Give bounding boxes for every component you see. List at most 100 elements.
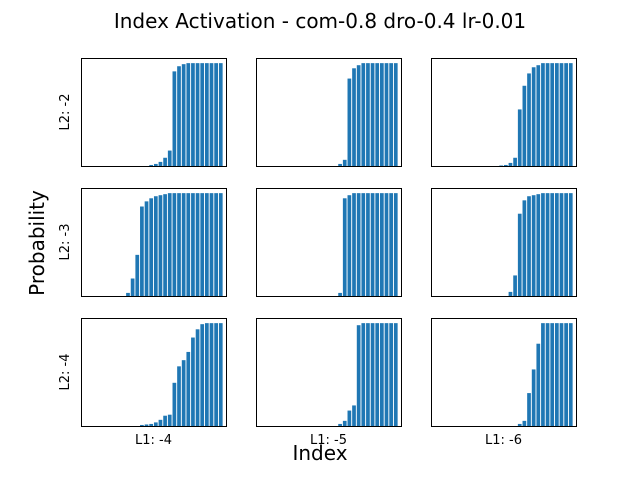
- bar: [380, 63, 384, 166]
- bar: [209, 193, 214, 296]
- subplot-frame: [431, 188, 577, 297]
- subplot-2-0: L2: -4 L1: -4: [58, 318, 227, 448]
- bar: [527, 393, 531, 426]
- bar: [338, 423, 342, 426]
- bar: [361, 323, 366, 426]
- bar: [389, 193, 393, 296]
- row-label: L2: -2: [58, 94, 73, 131]
- subplot-1-2: [431, 188, 577, 297]
- bar: [527, 196, 531, 296]
- bar: [361, 193, 366, 296]
- bar: [541, 323, 545, 426]
- bar: [550, 323, 555, 426]
- bar: [393, 323, 398, 426]
- bar: [200, 193, 205, 296]
- subplot-frame: [256, 318, 402, 427]
- bar: [144, 424, 149, 426]
- subplot-frame: [81, 188, 227, 297]
- bar: [200, 63, 205, 166]
- bar: [167, 150, 172, 166]
- bar: [536, 65, 541, 166]
- bar: [370, 193, 375, 296]
- row-label: L2: -3: [58, 224, 73, 261]
- bar: [531, 195, 536, 296]
- bar: [531, 67, 536, 166]
- figure-title: Index Activation - com-0.8 dro-0.4 lr-0.…: [114, 9, 526, 33]
- bar: [356, 325, 361, 426]
- bar: [149, 423, 154, 426]
- bar: [209, 323, 214, 426]
- bar: [200, 324, 205, 426]
- bar: [380, 323, 384, 426]
- bar: [191, 337, 195, 426]
- bar: [195, 193, 200, 296]
- bar: [342, 420, 347, 426]
- bar: [564, 323, 568, 426]
- bar: [545, 323, 550, 426]
- subplot-frame: [81, 58, 227, 167]
- bar: [163, 415, 167, 426]
- bar: [545, 63, 550, 166]
- col-label: L1: -5: [310, 433, 347, 448]
- bar: [205, 193, 209, 296]
- bar: [347, 195, 352, 296]
- bar: [499, 165, 504, 166]
- bar: [181, 64, 186, 166]
- bar: [218, 323, 223, 426]
- bar: [541, 193, 545, 296]
- bar: [352, 193, 356, 296]
- bar: [218, 193, 223, 296]
- bar: [191, 193, 195, 296]
- bar: [163, 157, 167, 166]
- bar: [366, 193, 370, 296]
- bar: [214, 323, 218, 426]
- bar: [214, 63, 218, 166]
- subplot-frame: [431, 318, 577, 427]
- bar: [393, 63, 398, 166]
- bar: [568, 193, 573, 296]
- bar: [186, 63, 191, 166]
- bar: [366, 63, 370, 166]
- bar: [389, 63, 393, 166]
- bar: [158, 419, 163, 426]
- bar: [517, 423, 522, 426]
- bar: [564, 63, 568, 166]
- bar: [541, 63, 545, 166]
- bar: [172, 382, 177, 426]
- bar: [370, 63, 375, 166]
- bar: [186, 351, 191, 426]
- bar: [209, 63, 214, 166]
- bar: [167, 414, 172, 426]
- bar: [522, 420, 527, 426]
- bar: [513, 275, 517, 296]
- bar: [181, 193, 186, 296]
- bar: [191, 63, 195, 166]
- bar: [214, 193, 218, 296]
- bar: [393, 193, 398, 296]
- bar: [195, 63, 200, 166]
- bar: [568, 63, 573, 166]
- subplot-1-1: [256, 188, 402, 297]
- bar: [186, 193, 191, 296]
- subplot-frame: [256, 188, 402, 297]
- bar: [153, 163, 158, 166]
- bar: [342, 159, 347, 166]
- bar: [375, 323, 380, 426]
- bar: [135, 254, 140, 296]
- bar: [158, 195, 163, 296]
- bar: [522, 85, 527, 166]
- bar: [140, 206, 144, 296]
- subplot-frame: [431, 58, 577, 167]
- bar: [564, 193, 568, 296]
- subplot-2-2: L1: -6: [431, 318, 577, 448]
- subplot-0-0: L2: -2: [58, 58, 227, 167]
- bar: [144, 201, 149, 296]
- bar: [536, 343, 541, 426]
- bar: [149, 164, 154, 166]
- bar: [338, 292, 342, 296]
- subplot-0-2: [431, 58, 577, 167]
- bar: [559, 193, 564, 296]
- bar: [352, 68, 356, 166]
- bar: [384, 193, 389, 296]
